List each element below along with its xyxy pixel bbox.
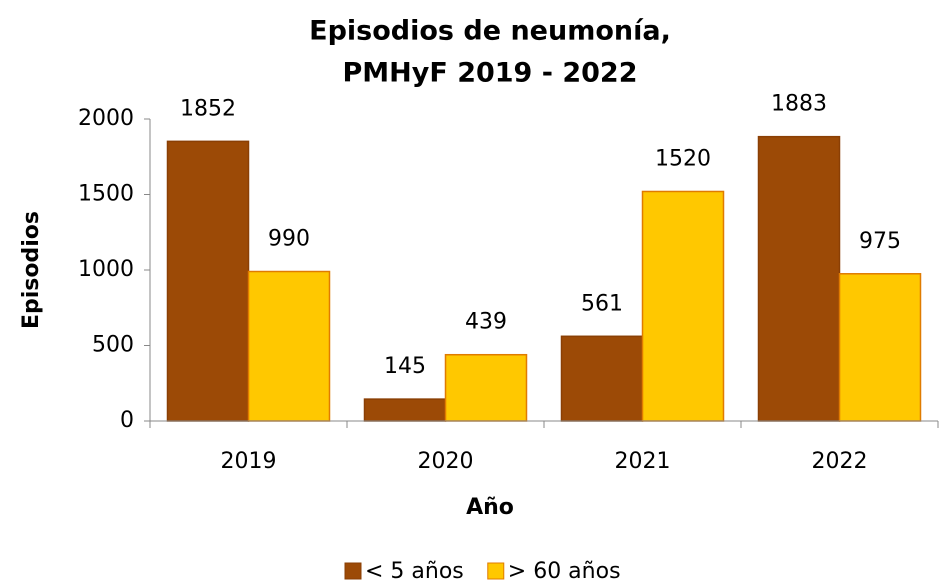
data-label: 1520 (655, 146, 711, 171)
data-label: 990 (268, 227, 310, 252)
y-tick-label: 0 (120, 408, 134, 433)
x-tick-label: 2019 (221, 449, 277, 474)
chart-title: PMHyF 2019 - 2022 (343, 58, 638, 89)
bar (444, 353, 528, 422)
y-tick-label: 500 (92, 333, 134, 358)
legend-label: > 60 años (508, 559, 621, 584)
bar (560, 335, 644, 422)
data-label: 561 (581, 291, 623, 316)
data-label: 1852 (180, 96, 236, 121)
data-label: 975 (859, 229, 901, 254)
bar (757, 135, 841, 422)
y-tick-label: 1000 (78, 257, 134, 282)
x-axis-label: Año (466, 495, 514, 520)
data-label: 145 (384, 354, 426, 379)
bar (247, 270, 331, 422)
y-axis-label: Episodios (19, 211, 44, 329)
legend-swatch (344, 562, 362, 580)
x-tick-label: 2022 (812, 449, 868, 474)
bar (363, 398, 447, 422)
bar (641, 190, 725, 422)
legend-label: < 5 años (365, 559, 464, 584)
x-tick-label: 2020 (418, 449, 474, 474)
y-tick-label: 1500 (78, 182, 134, 207)
bar (838, 273, 922, 422)
data-label: 439 (465, 310, 507, 335)
data-label: 1883 (771, 92, 827, 117)
x-tick-label: 2021 (615, 449, 671, 474)
y-tick-label: 2000 (78, 106, 134, 131)
legend-swatch (487, 562, 505, 580)
bar (166, 140, 250, 422)
chart-title: Episodios de neumonía, (309, 16, 671, 47)
